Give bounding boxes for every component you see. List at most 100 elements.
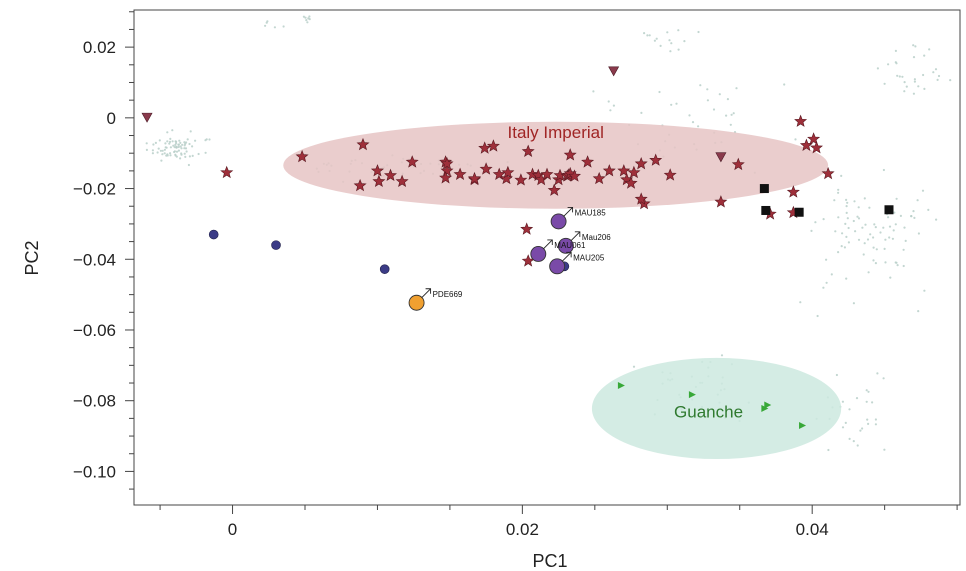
background-point bbox=[179, 145, 182, 148]
background-point bbox=[827, 448, 830, 452]
background-point bbox=[308, 15, 311, 18]
background-point bbox=[863, 197, 866, 200]
background-point bbox=[917, 85, 920, 88]
background-point bbox=[883, 448, 886, 451]
background-point bbox=[902, 248, 905, 251]
background-point bbox=[857, 238, 861, 241]
background-point bbox=[183, 147, 186, 150]
male-symbol-arrow bbox=[542, 239, 553, 250]
background-point bbox=[882, 168, 886, 172]
background-point bbox=[876, 67, 880, 70]
background-point bbox=[659, 44, 662, 48]
point-label: Mau206 bbox=[582, 233, 611, 242]
background-point bbox=[917, 232, 921, 235]
background-point bbox=[175, 155, 178, 158]
background-point bbox=[172, 144, 175, 147]
data-point-circle-large bbox=[408, 294, 425, 311]
background-point bbox=[848, 437, 851, 440]
background-point bbox=[175, 146, 178, 149]
data-point-star bbox=[439, 171, 453, 184]
background-point bbox=[179, 157, 182, 160]
background-point bbox=[165, 146, 168, 149]
background-point bbox=[935, 218, 938, 221]
background-point bbox=[928, 48, 931, 51]
data-point-star bbox=[649, 153, 663, 166]
background-point bbox=[712, 108, 716, 111]
background-point bbox=[168, 140, 172, 143]
data-point-star bbox=[627, 165, 641, 179]
background-point bbox=[859, 429, 862, 432]
background-point bbox=[853, 200, 856, 203]
background-point bbox=[848, 408, 851, 411]
background-point bbox=[668, 39, 671, 42]
background-point bbox=[145, 148, 148, 151]
background-point bbox=[273, 26, 276, 29]
data-point-circle-small bbox=[271, 240, 281, 250]
data-point-triangle-down bbox=[608, 66, 620, 77]
data-point-star bbox=[405, 155, 419, 168]
background-point bbox=[854, 230, 857, 233]
background-point bbox=[181, 143, 184, 146]
background-point bbox=[904, 239, 907, 242]
background-point bbox=[882, 226, 885, 229]
background-point bbox=[863, 242, 866, 245]
background-point bbox=[156, 151, 159, 154]
data-point-star bbox=[540, 167, 554, 180]
region-ellipse-guanche bbox=[591, 357, 842, 460]
background-point bbox=[927, 208, 930, 211]
background-point bbox=[187, 163, 190, 167]
background-point bbox=[840, 245, 843, 248]
background-point bbox=[837, 216, 840, 219]
background-point bbox=[923, 54, 926, 57]
background-point bbox=[892, 229, 895, 232]
background-point bbox=[847, 226, 850, 230]
background-point bbox=[732, 112, 735, 115]
background-point bbox=[936, 78, 939, 81]
data-point-star bbox=[395, 174, 409, 187]
background-point bbox=[874, 262, 878, 265]
background-point bbox=[856, 215, 859, 218]
y-tick-label: 0 bbox=[107, 109, 116, 128]
background-point bbox=[862, 253, 865, 256]
background-point bbox=[845, 198, 848, 201]
data-point-circle-small bbox=[208, 229, 219, 240]
background-point bbox=[833, 199, 836, 202]
background-point bbox=[844, 421, 847, 424]
background-point bbox=[835, 373, 839, 377]
background-point bbox=[173, 146, 176, 149]
background-point bbox=[901, 75, 904, 78]
data-point-star bbox=[384, 168, 397, 181]
background-point bbox=[888, 225, 892, 228]
background-point bbox=[822, 218, 825, 221]
male-symbol-head bbox=[547, 239, 553, 245]
data-point-star bbox=[521, 144, 535, 157]
background-point bbox=[914, 45, 917, 48]
x-axis-title: PC1 bbox=[532, 551, 567, 571]
region-ellipse-italy-imperial bbox=[283, 121, 829, 209]
background-point bbox=[161, 153, 164, 156]
background-point bbox=[856, 444, 859, 447]
background-point bbox=[720, 354, 724, 357]
data-point-circle-large bbox=[530, 246, 547, 262]
regions-layer: Italy Imperial Guanche bbox=[283, 121, 842, 460]
point-label: MAU205 bbox=[573, 253, 605, 262]
background-point bbox=[646, 34, 649, 37]
data-point-triangle-down bbox=[715, 152, 727, 163]
background-point bbox=[903, 81, 906, 84]
background-point bbox=[730, 113, 733, 116]
data-point-triangle-down bbox=[141, 112, 153, 123]
background-point bbox=[883, 247, 886, 250]
background-point bbox=[917, 310, 920, 313]
background-point bbox=[916, 199, 919, 202]
point-label: MAU061 bbox=[554, 241, 586, 250]
y-tick-label: 0.02 bbox=[83, 38, 116, 57]
data-point-triangle-right bbox=[764, 401, 772, 409]
background-point bbox=[841, 232, 844, 235]
background-point bbox=[174, 153, 177, 156]
background-point bbox=[896, 264, 899, 267]
data-point-star bbox=[356, 137, 370, 151]
background-point bbox=[632, 365, 636, 368]
male-symbol-head bbox=[574, 231, 581, 237]
background-point bbox=[845, 211, 848, 214]
data-point-star bbox=[486, 139, 500, 152]
